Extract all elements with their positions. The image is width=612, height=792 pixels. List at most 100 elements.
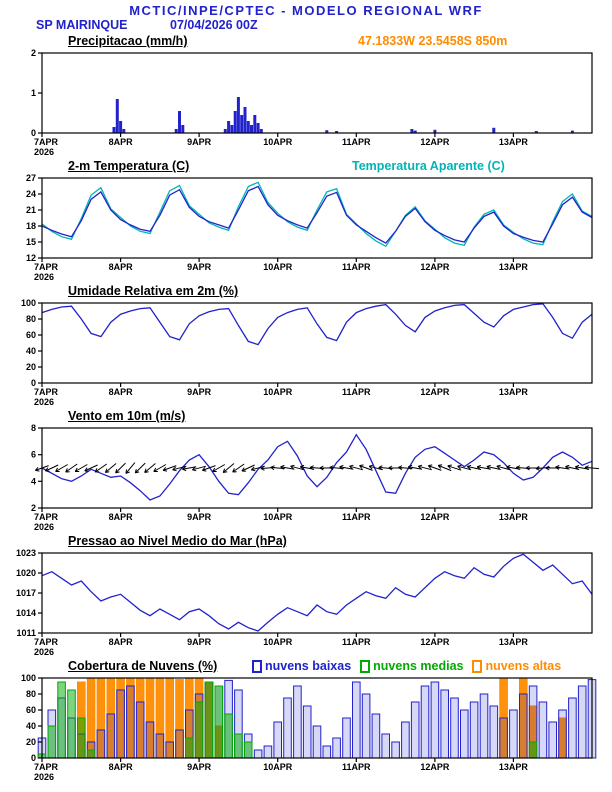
svg-text:15: 15 [26,237,36,247]
clouds-title: Cobertura de Nuvens (%) [68,659,218,673]
svg-text:40: 40 [26,346,36,356]
precipitation-title: Precipitacao (mm/h) [68,34,188,48]
svg-text:13APR: 13APR [499,137,529,147]
svg-text:100: 100 [21,674,36,683]
panel-precipitation: Precipitacao (mm/h) 47.1833W 23.5458S 85… [0,34,612,159]
svg-text:11APR: 11APR [342,762,371,772]
svg-text:80: 80 [26,314,36,324]
legend-item-high-clouds: nuvens altas [472,659,561,673]
svg-text:9APR: 9APR [187,637,212,647]
svg-text:7APR: 7APR [34,387,59,397]
svg-text:2: 2 [31,49,36,58]
pressure-title: Pressao ao Nivel Medio do Mar (hPa) [68,534,287,548]
svg-text:20: 20 [26,737,36,747]
svg-text:11APR: 11APR [342,512,371,522]
svg-text:8APR: 8APR [109,262,134,272]
subheader: SP MAIRINQUE 07/04/2026 00Z [0,18,612,34]
svg-text:1011: 1011 [16,628,36,638]
panel-temperature: 2-m Temperatura (C) Temperatura Aparente… [0,159,612,284]
svg-text:11APR: 11APR [342,637,371,647]
svg-text:12APR: 12APR [420,637,450,647]
svg-text:9APR: 9APR [187,387,212,397]
svg-text:8APR: 8APR [109,637,134,647]
panel-clouds: Cobertura de Nuvens (%) nuvens baixas nu… [0,659,612,784]
apparent-temperature-label: Temperatura Aparente (C) [352,159,505,173]
svg-text:1020: 1020 [16,568,36,578]
svg-text:2026: 2026 [34,772,54,782]
svg-text:8APR: 8APR [109,762,134,772]
panel-humidity: Umidade Relativa em 2m (%) 0 20 40 60 80 100 7… [0,284,612,409]
station-label: SP MAIRINQUE [36,18,128,32]
svg-text:11APR: 11APR [342,137,371,147]
page-title: MCTIC/INPE/CPTEC - MODELO REGIONAL WRF [129,3,483,18]
svg-text:1014: 1014 [16,608,36,618]
legend-item-mid-clouds: nuvens medias [360,659,463,673]
svg-text:1: 1 [31,88,36,98]
svg-text:11APR: 11APR [342,387,371,397]
svg-text:10APR: 10APR [263,137,293,147]
svg-text:8: 8 [31,424,36,433]
svg-text:9APR: 9APR [187,137,212,147]
svg-text:10APR: 10APR [263,262,293,272]
svg-text:20: 20 [26,362,36,372]
svg-text:10APR: 10APR [263,387,293,397]
svg-text:12APR: 12APR [420,262,450,272]
svg-text:21: 21 [26,205,36,215]
svg-text:0: 0 [31,378,36,388]
mid-clouds-swatch-icon [360,659,371,673]
svg-text:12APR: 12APR [420,137,450,147]
svg-text:60: 60 [26,705,36,715]
svg-text:8APR: 8APR [109,387,134,397]
svg-text:10APR: 10APR [263,762,293,772]
svg-text:7APR: 7APR [34,512,59,522]
svg-text:13APR: 13APR [499,512,529,522]
svg-text:2026: 2026 [34,647,54,657]
svg-text:2026: 2026 [34,397,54,407]
svg-text:4: 4 [31,476,36,486]
svg-text:13APR: 13APR [499,262,529,272]
svg-text:7APR: 7APR [34,137,59,147]
svg-text:9APR: 9APR [187,262,212,272]
svg-text:80: 80 [26,689,36,699]
high-clouds-swatch-icon [472,659,483,673]
svg-text:12APR: 12APR [420,512,450,522]
svg-text:13APR: 13APR [499,637,529,647]
svg-text:12APR: 12APR [420,762,450,772]
svg-text:1023: 1023 [16,549,36,558]
svg-text:8APR: 8APR [109,137,134,147]
svg-text:13APR: 13APR [499,387,529,397]
svg-text:12APR: 12APR [420,387,450,397]
wind-title: Vento em 10m (m/s) [68,409,186,423]
svg-text:9APR: 9APR [187,512,212,522]
svg-text:0: 0 [31,128,36,138]
svg-text:12: 12 [26,253,36,263]
svg-text:9APR: 9APR [187,762,212,772]
svg-text:10APR: 10APR [263,512,293,522]
svg-text:2026: 2026 [34,147,54,157]
legend-item-low-clouds: nuvens baixas [252,659,351,673]
clouds-legend: nuvens baixas nuvens medias nuvens altas [252,659,561,673]
svg-text:27: 27 [26,174,36,183]
legend-label: nuvens baixas [265,659,352,673]
run-datetime-label: 07/04/2026 00Z [170,18,258,32]
svg-text:2026: 2026 [34,522,54,532]
legend-label: nuvens medias [373,659,464,673]
svg-text:2026: 2026 [34,272,54,282]
panel-wind: Vento em 10m (m/s) 2 4 6 8 7APR 2026 8APR 9APR 1… [0,409,612,534]
svg-text:24: 24 [26,189,36,199]
panel-pressure: Pressao ao Nivel Medio do Mar (hPa) 1011… [0,534,612,659]
humidity-title: Umidade Relativa em 2m (%) [68,284,239,298]
location-label: 47.1833W 23.5458S 850m [358,34,508,48]
legend-label: nuvens altas [485,659,562,673]
svg-text:7APR: 7APR [34,762,59,772]
svg-text:10APR: 10APR [263,637,293,647]
svg-text:1017: 1017 [16,588,36,598]
svg-text:60: 60 [26,330,36,340]
svg-text:7APR: 7APR [34,637,59,647]
